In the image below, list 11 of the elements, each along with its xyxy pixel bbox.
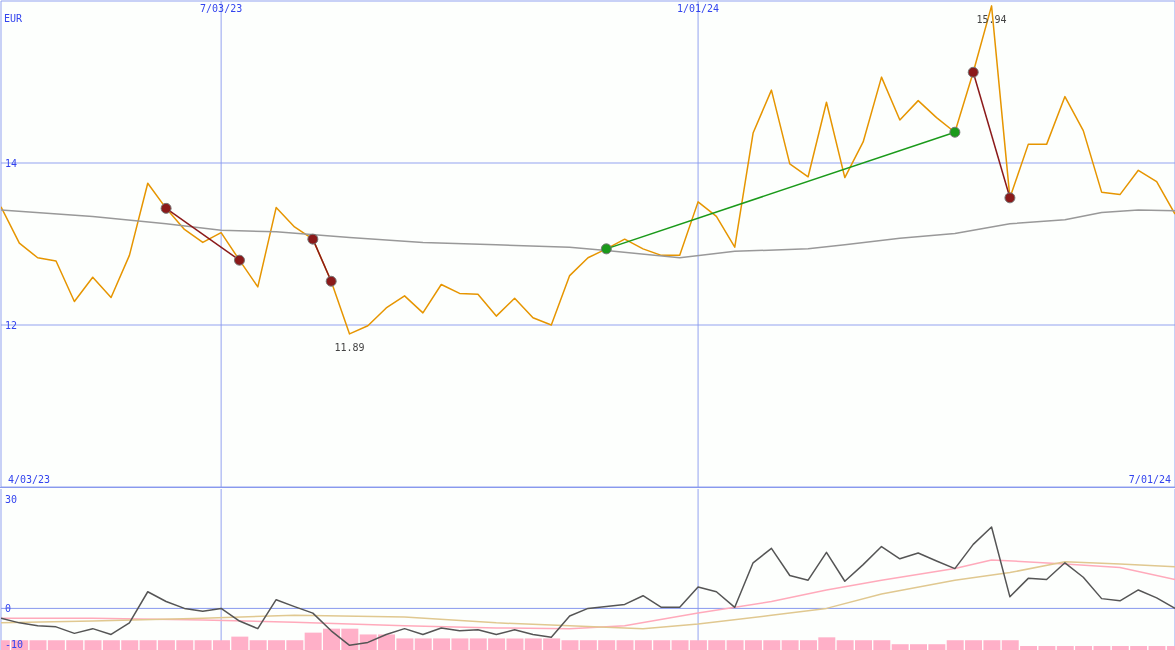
annotation: 4/03/23 bbox=[8, 474, 51, 485]
y-tick-label: -10 bbox=[5, 639, 24, 650]
annotation: 7/01/24 bbox=[1128, 474, 1171, 485]
y-tick-label: 30 bbox=[5, 494, 18, 506]
y-axis-title: EUR bbox=[4, 13, 23, 24]
x-tick-label: 7/03/23 bbox=[200, 3, 243, 14]
y-tick-label: 14 bbox=[5, 157, 18, 169]
annotation: 11.89 bbox=[334, 342, 365, 354]
y-tick-label: 12 bbox=[5, 319, 18, 331]
x-tick-label: 1/01/24 bbox=[676, 3, 720, 14]
y-tick-label: 0 bbox=[5, 602, 12, 614]
